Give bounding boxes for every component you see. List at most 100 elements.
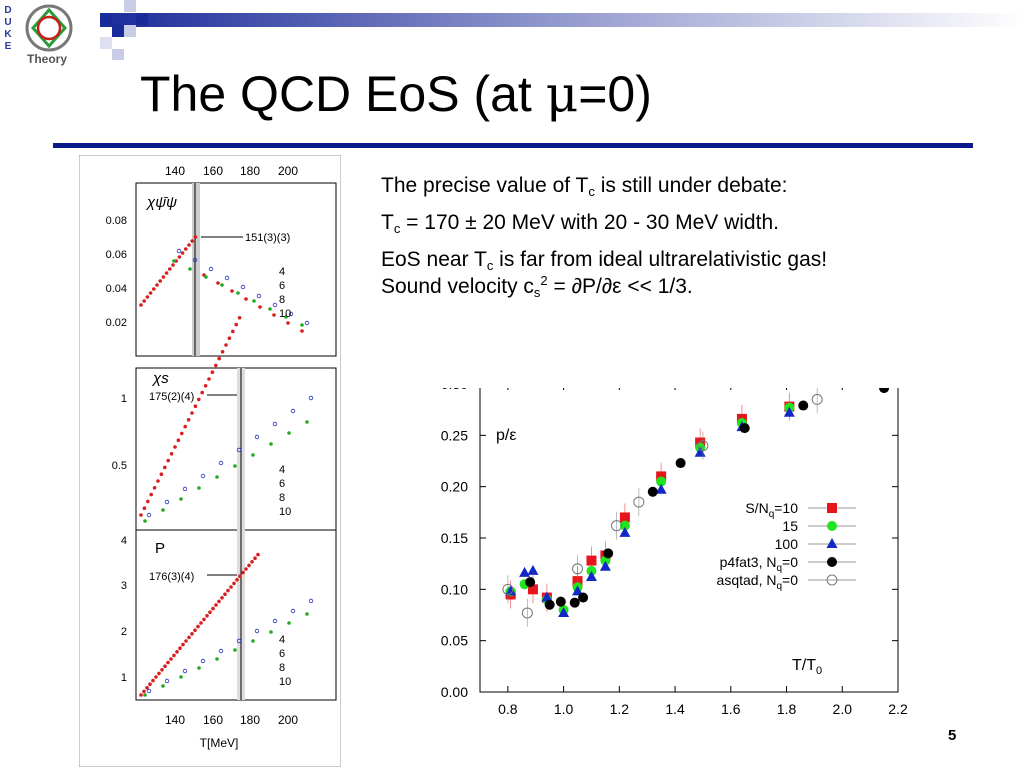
data-point (555, 596, 566, 607)
legend-entry: 8 (279, 662, 285, 674)
lattice-point (220, 350, 225, 354)
lattice-point (214, 363, 218, 368)
legend-entry: S/Nq=10 (745, 500, 798, 520)
lattice-point (287, 621, 291, 625)
y-tick-label: 4 (121, 535, 127, 547)
lattice-point (300, 323, 304, 327)
lattice-point (164, 499, 170, 505)
y-tick-label: 0.02 (106, 317, 127, 329)
y-tick-label: 1 (121, 393, 127, 405)
lattice-point (258, 305, 262, 309)
lattice-point (217, 356, 221, 361)
lattice-point (235, 578, 239, 582)
transition-band (192, 183, 200, 356)
logo-word: Theory (27, 52, 67, 66)
lattice-point (148, 682, 152, 686)
top-tick-label: 180 (240, 164, 260, 178)
lattice-point (210, 370, 215, 374)
bullet-text-block: The precise value of Tc is still under d… (381, 172, 1011, 310)
lattice-point (200, 473, 206, 479)
pressure-energy-ratio-chart: 0.8 1.0 1.2 1.4 1.6 1.8 2.0 2.2 0.00 0.05 0.10 0.15… (420, 376, 920, 720)
data-point (739, 423, 750, 434)
lattice-point (231, 329, 235, 334)
lattice-point (176, 438, 181, 443)
lattice-point (155, 283, 159, 287)
lattice-point (143, 693, 147, 697)
panel-annotation: 175(2)(4) (149, 391, 194, 403)
lattice-point (196, 624, 200, 629)
data-point (811, 393, 823, 405)
lattice-point (192, 257, 198, 263)
legend-entry: 4 (279, 464, 285, 476)
panel-label: χs (151, 370, 169, 387)
legend-entry: 6 (279, 280, 285, 292)
y-tick-label: 1 (121, 672, 127, 684)
lattice-point (157, 671, 161, 676)
x-axis-label: T/T0 (792, 657, 822, 677)
lattice-point (166, 660, 170, 665)
lattice-point (227, 336, 232, 340)
lattice-point (237, 316, 242, 320)
x-axis-label-text: T/T (792, 657, 816, 674)
lattice-point (251, 453, 255, 457)
lattice-point (287, 431, 291, 435)
lattice-point (244, 567, 248, 571)
data-point (527, 564, 539, 575)
lattice-point (164, 271, 169, 275)
data-point (611, 520, 623, 532)
lattice-point (202, 617, 206, 622)
data-point (586, 555, 597, 566)
page-number: 5 (948, 727, 957, 744)
lattice-point (204, 275, 208, 279)
lattice-point (254, 434, 260, 440)
lattice-point (250, 560, 254, 564)
lattice-point (304, 320, 310, 326)
lattice-point (236, 638, 242, 644)
legend-entry: 8 (279, 294, 285, 306)
data-point (572, 563, 584, 575)
bottom-tick-label: 180 (240, 713, 260, 727)
x-tick-label: 2.2 (888, 701, 908, 717)
lattice-point (176, 248, 182, 254)
lattice-point (223, 592, 227, 596)
legend-marker (826, 538, 838, 548)
title-main: The QCD EoS (at (140, 66, 546, 122)
text-run: = ∂P/∂ε << 1/3. (547, 275, 693, 298)
x-tick-label: 1.6 (721, 701, 741, 717)
bottom-tick-label: 160 (203, 713, 223, 727)
lattice-point (284, 315, 288, 319)
lattice-point (159, 472, 164, 477)
lattice-point (244, 297, 248, 301)
lattice-point (154, 675, 158, 679)
legend-entry: 100 (775, 536, 799, 552)
lattice-point (220, 283, 224, 287)
lattice-point (172, 653, 176, 658)
panel-annotation: 151(3)(3) (245, 232, 290, 244)
lattice-point (308, 598, 314, 604)
data-point (519, 566, 531, 577)
lattice-point (181, 642, 185, 647)
lattice-point (178, 646, 182, 650)
lattice-point (272, 313, 276, 317)
lattice-point (158, 279, 162, 283)
lattice-point (216, 281, 220, 285)
y-tick-label: 0.10 (441, 581, 468, 597)
lattice-point (218, 648, 224, 654)
lattice-point (253, 556, 257, 560)
legend-entry: 6 (279, 478, 285, 490)
panel-frame (135, 529, 337, 701)
bullet-tc-debate: The precise value of Tc is still under d… (381, 172, 1011, 199)
lattice-point (233, 648, 237, 652)
x-axis-label: T[MeV] (200, 736, 239, 750)
legend-entry: 8 (279, 492, 285, 504)
x-tick-label: 0.8 (498, 701, 518, 717)
legend-entry: 15 (782, 518, 798, 534)
y-tick-label: 0.00 (441, 684, 468, 700)
y-tick-label: 2 (121, 626, 127, 638)
lattice-point (288, 311, 294, 317)
lattice-point (240, 284, 246, 290)
lattice-point (256, 552, 260, 557)
lattice-point (208, 610, 212, 614)
lattice-point (151, 678, 155, 683)
data-point (647, 486, 658, 497)
